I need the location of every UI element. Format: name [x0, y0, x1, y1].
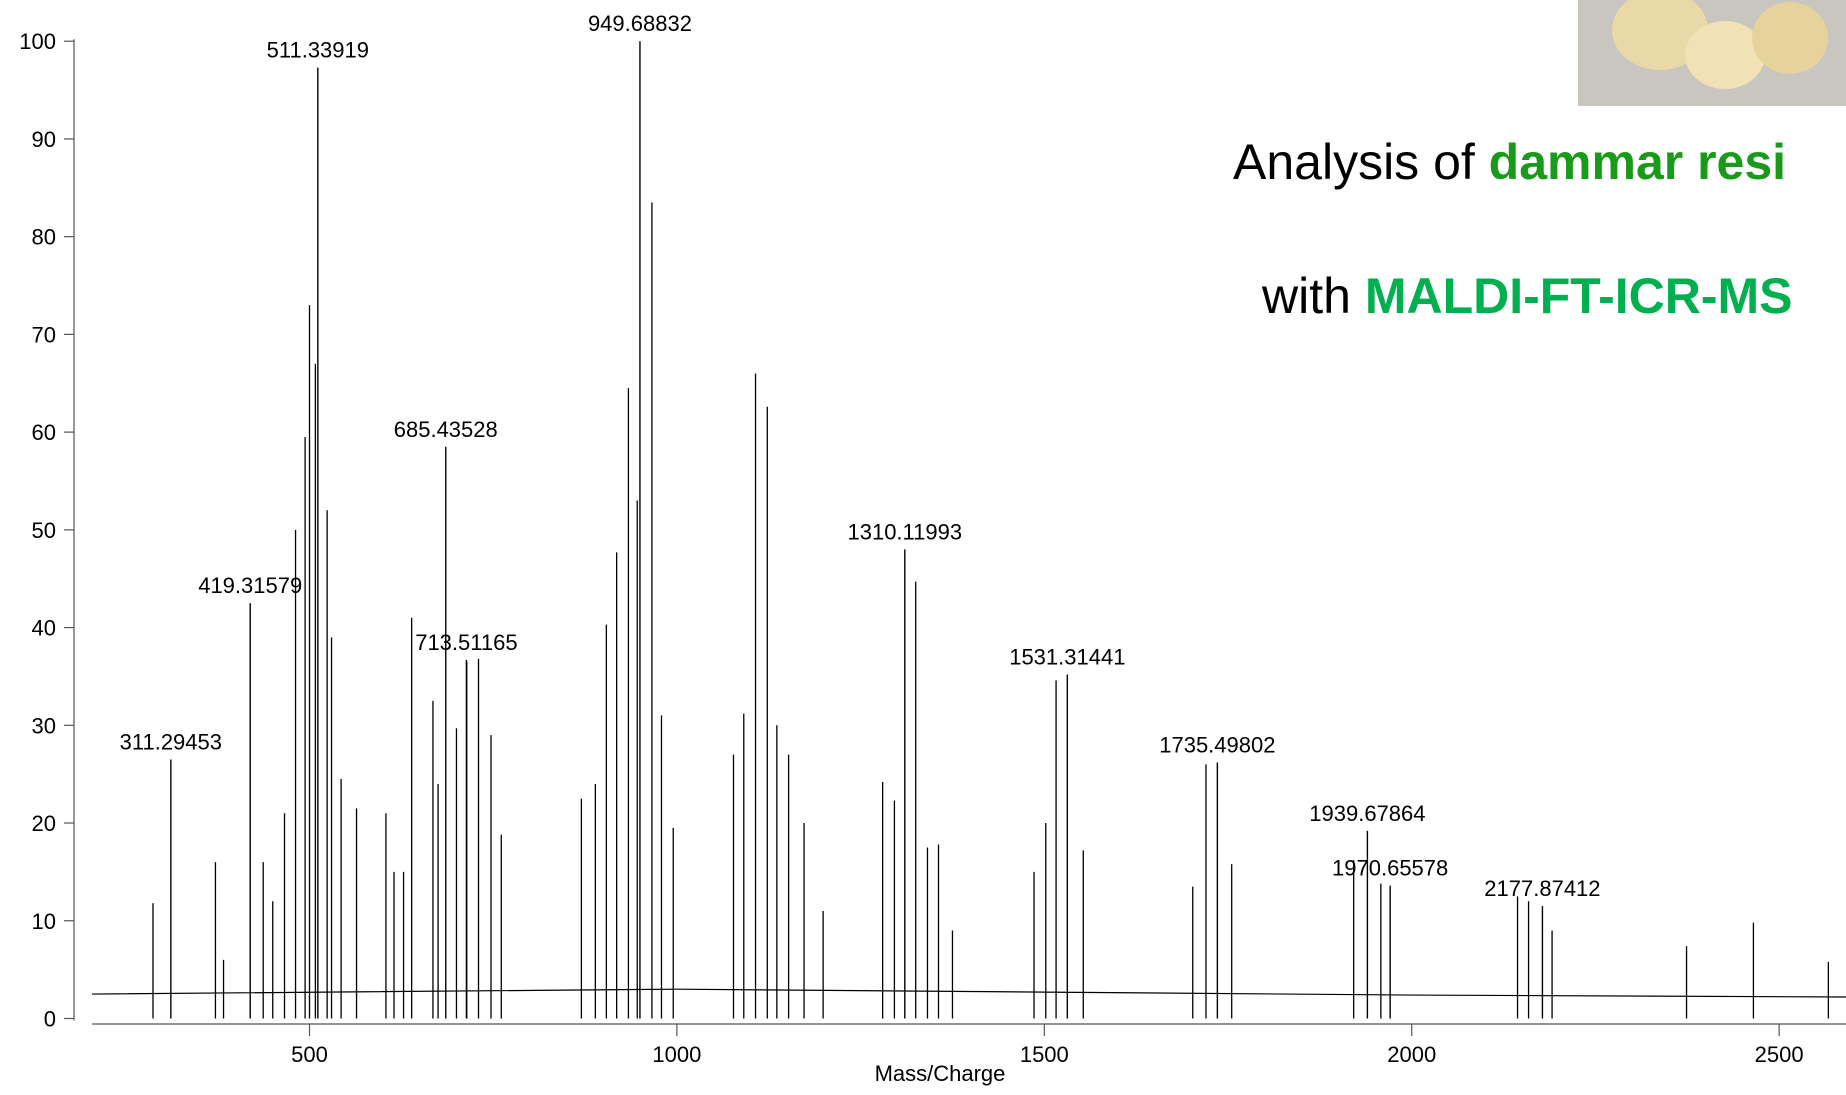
- headline: Analysis of dammar resi: [1233, 134, 1786, 190]
- y-tick-label: 100: [19, 29, 56, 54]
- headline-part: dammar resi: [1489, 134, 1786, 190]
- y-tick-label: 50: [32, 518, 56, 543]
- x-tick-label: 1500: [1020, 1042, 1069, 1067]
- peak-label: 949.68832: [588, 11, 692, 36]
- peak-label: 1735.49802: [1159, 732, 1275, 757]
- x-axis-label: Mass/Charge: [875, 1061, 1006, 1086]
- y-tick-label: 40: [32, 616, 56, 641]
- resin-piece: [1612, 0, 1708, 70]
- y-tick-label: 10: [32, 909, 56, 934]
- x-tick-label: 500: [291, 1042, 328, 1067]
- resin-piece: [1685, 21, 1765, 89]
- y-tick-label: 20: [32, 811, 56, 836]
- y-tick-label: 60: [32, 420, 56, 445]
- headline-part: MALDI-FT-ICR-MS: [1365, 268, 1793, 324]
- y-tick-label: 0: [44, 1007, 56, 1032]
- peak-label: 1939.67864: [1309, 801, 1425, 826]
- peak-label: 1531.31441: [1009, 644, 1125, 669]
- y-tick-label: 80: [32, 225, 56, 250]
- baseline: [91, 988, 1846, 998]
- peak-label: 2177.87412: [1484, 876, 1600, 901]
- headline-part: Analysis of: [1233, 134, 1489, 190]
- x-tick-label: 2000: [1387, 1042, 1436, 1067]
- headline-part: with: [1261, 268, 1365, 324]
- peak-label: 311.29453: [120, 730, 222, 755]
- y-tick-label: 70: [32, 322, 56, 347]
- resin-photo: [1578, 0, 1846, 106]
- headline: with MALDI-FT-ICR-MS: [1261, 268, 1793, 324]
- peak-label: 511.33919: [267, 38, 369, 63]
- x-tick-label: 1000: [652, 1042, 701, 1067]
- y-tick-label: 30: [32, 713, 56, 738]
- peak-label: 419.31579: [198, 573, 302, 598]
- y-tick-label: 90: [32, 127, 56, 152]
- peak-label: 713.51165: [415, 630, 517, 655]
- resin-piece: [1752, 2, 1828, 74]
- x-tick-label: 2500: [1755, 1042, 1804, 1067]
- peak-label: 1310.11993: [847, 519, 962, 544]
- peak-label: 1970.65578: [1332, 856, 1448, 881]
- peak-label: 685.43528: [394, 417, 498, 442]
